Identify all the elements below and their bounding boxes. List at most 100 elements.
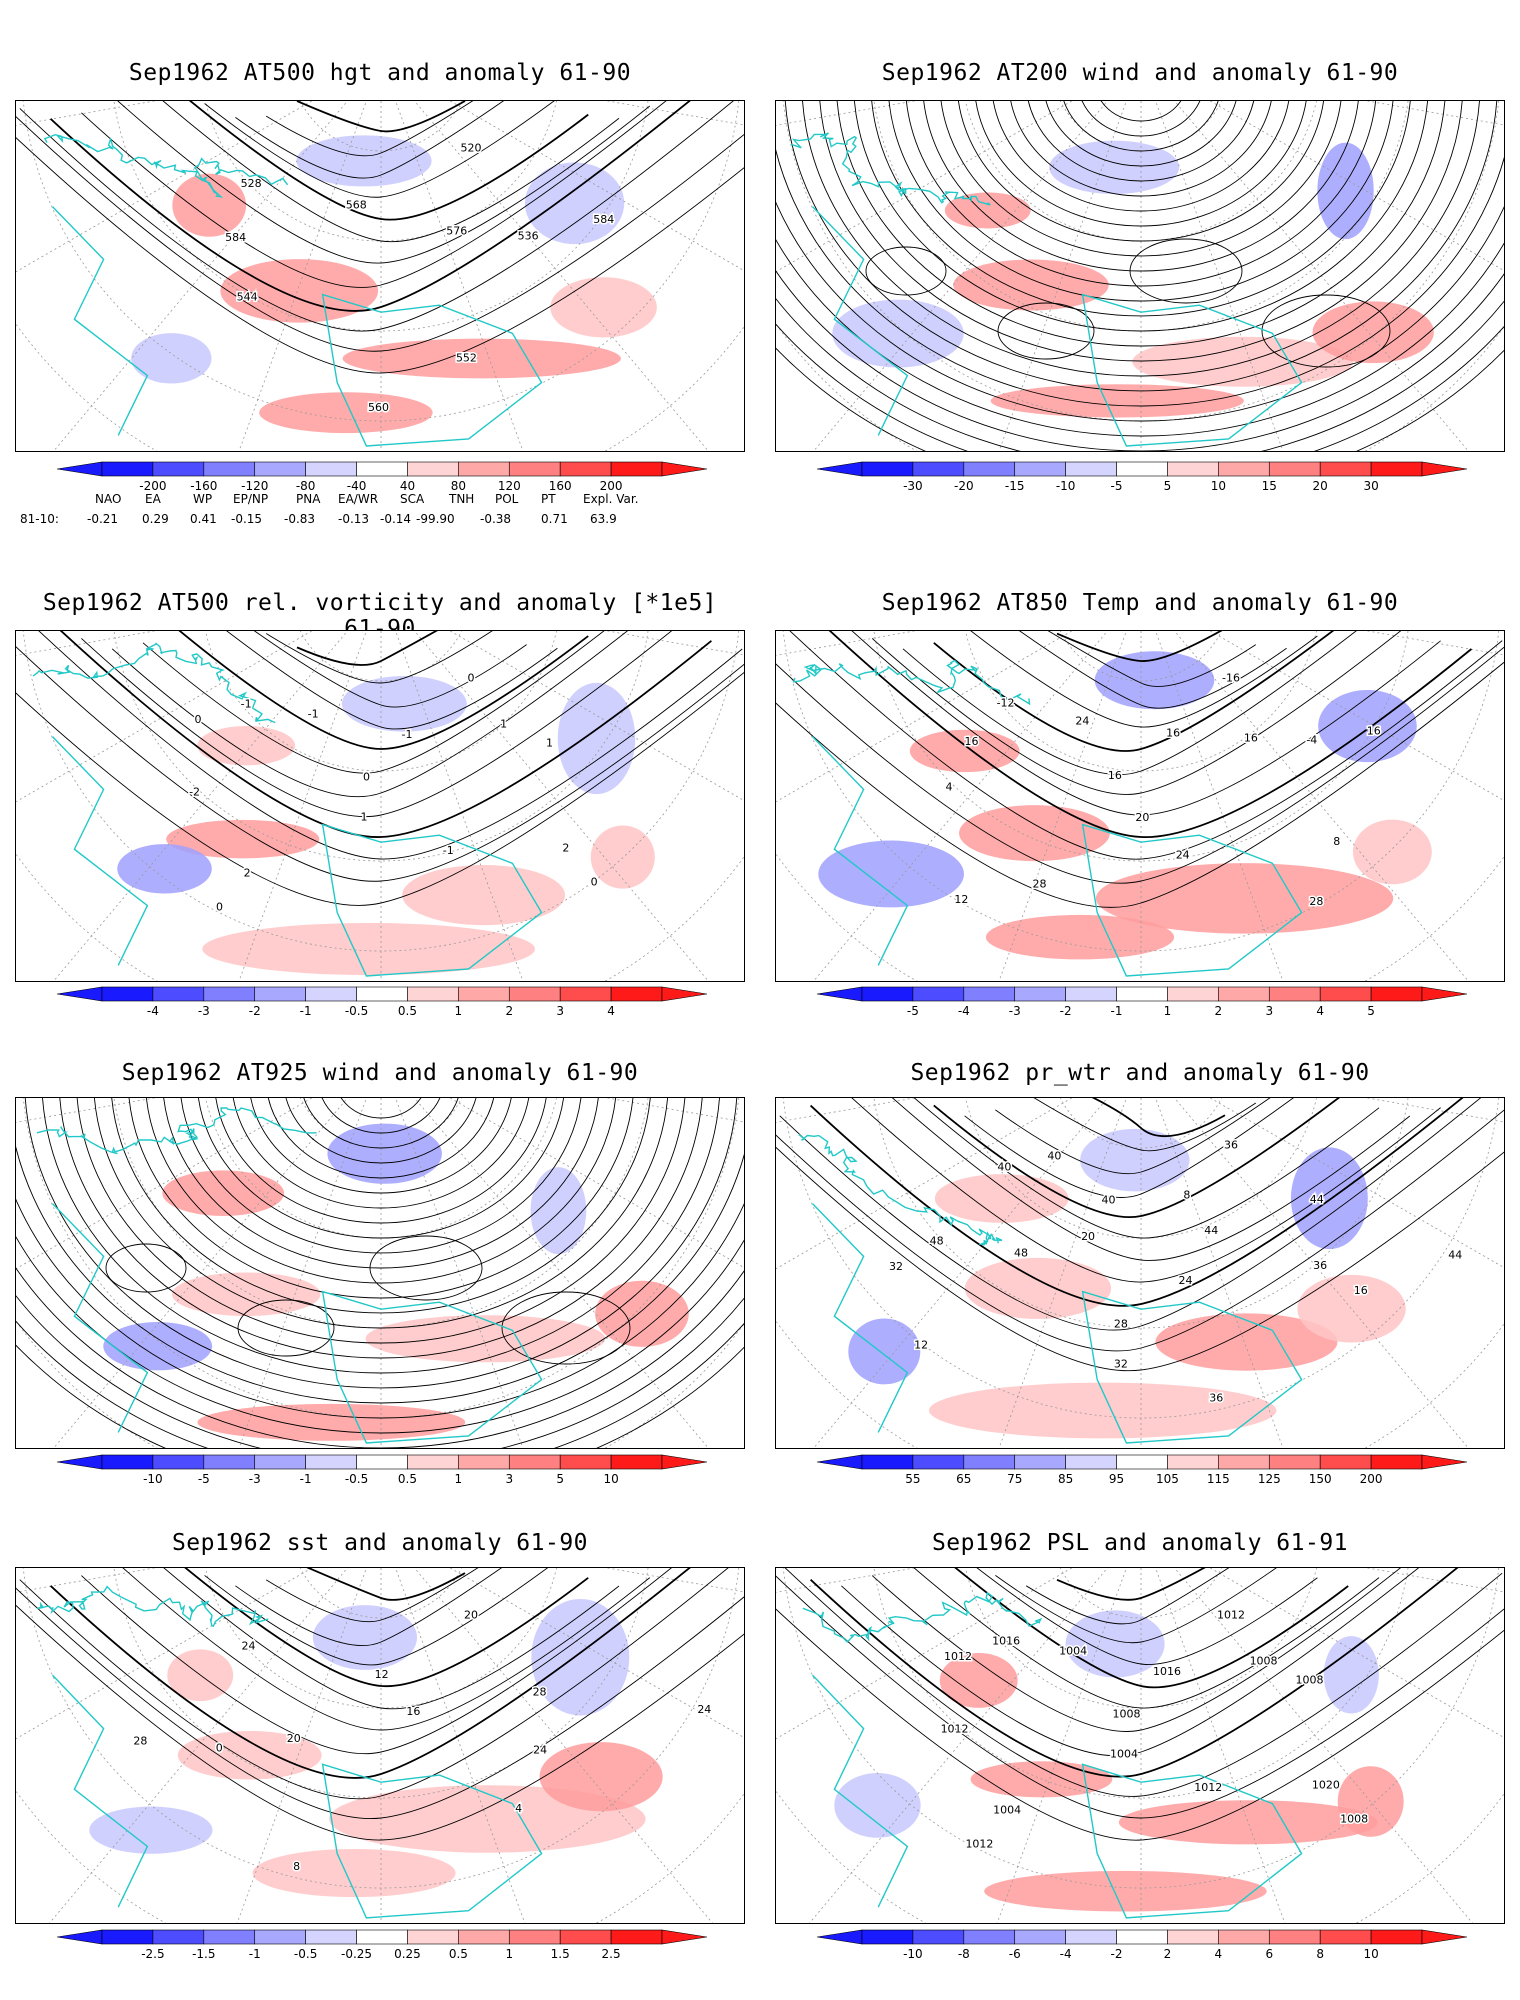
streamline bbox=[237, 1299, 335, 1357]
colorbar-segment bbox=[912, 1454, 965, 1470]
colorbar-segment bbox=[305, 986, 357, 1002]
meridian-line bbox=[1365, 1568, 1504, 1593]
contour-label: 0 bbox=[363, 770, 370, 783]
contour-label: 28 bbox=[533, 1685, 547, 1698]
contour-label: 28 bbox=[133, 1735, 147, 1748]
coastline bbox=[1081, 1290, 1303, 1444]
meridian-line bbox=[238, 631, 367, 981]
contour-line bbox=[16, 671, 744, 906]
streamline bbox=[888, 101, 1394, 302]
contour-label: 8 bbox=[1333, 835, 1340, 848]
panel-hgt500: Sep1962 AT500 hgt and anomaly 61-90 520 5… bbox=[15, 60, 745, 540]
contour-label: 44 bbox=[1310, 1193, 1324, 1206]
anomaly-shading bbox=[89, 1806, 213, 1854]
colorbar-label: 0.5 bbox=[398, 1472, 417, 1486]
colorbar-segment bbox=[559, 461, 612, 477]
contour-line bbox=[913, 1568, 1380, 1709]
contour-line bbox=[891, 1098, 1411, 1261]
contour-line bbox=[828, 631, 1472, 838]
colorbar-label: -1 bbox=[1111, 1004, 1123, 1018]
colorbar: -30 -20 -15 -10 -5 5 10 15 20 30 bbox=[816, 461, 1468, 493]
streamline bbox=[180, 1098, 582, 1254]
colorbar-segment bbox=[1370, 461, 1423, 477]
colorbar-label: -4 bbox=[958, 1004, 970, 1018]
map-layer: -16 -12 -4 4 8 12 16 16 20 24 28 28 24 16 16 16 bbox=[776, 631, 1504, 981]
index-header: PNA bbox=[296, 492, 321, 506]
colorbar-segment bbox=[1268, 1454, 1321, 1470]
anomaly-shading bbox=[177, 1730, 322, 1780]
colorbar-segment bbox=[101, 461, 154, 477]
streamline bbox=[940, 101, 1342, 257]
streamline bbox=[923, 101, 1359, 272]
index-header: PT bbox=[541, 492, 556, 506]
colorbar-segment bbox=[407, 461, 459, 477]
map-area bbox=[15, 1097, 745, 1449]
colorbar-segment bbox=[508, 1454, 561, 1470]
anomaly-shading bbox=[531, 1598, 630, 1716]
contour-label: 32 bbox=[889, 1260, 903, 1273]
colorbar-label: -30 bbox=[903, 479, 923, 493]
colorbar-segment bbox=[1319, 1454, 1372, 1470]
contour-label: -1 bbox=[402, 728, 413, 741]
colorbar-label: 20 bbox=[1313, 479, 1328, 493]
contour-line bbox=[122, 1568, 651, 1731]
panel-title: Sep1962 AT500 rel. vorticity and anomaly… bbox=[42, 590, 718, 642]
streamline bbox=[1010, 101, 1272, 197]
colorbar-segment bbox=[1167, 986, 1219, 1002]
contour-label: 1012 bbox=[1217, 1608, 1245, 1621]
meridian-line bbox=[414, 631, 709, 981]
colorbar-label: 40 bbox=[400, 479, 415, 493]
colorbar-segment bbox=[1116, 461, 1168, 477]
anomaly-shading bbox=[202, 922, 535, 976]
colorbar-segment bbox=[1319, 986, 1372, 1002]
streamline bbox=[94, 1098, 668, 1329]
colorbar-label: -20 bbox=[954, 479, 974, 493]
colorbar-segment bbox=[1167, 1929, 1219, 1945]
contour-label: 24 bbox=[533, 1743, 547, 1756]
contour-label: 520 bbox=[460, 141, 481, 154]
streamline bbox=[1045, 101, 1237, 167]
colorbar-segment bbox=[101, 986, 154, 1002]
contour-line bbox=[163, 1568, 620, 1710]
streamline bbox=[958, 101, 1324, 242]
colorbar-segment bbox=[101, 1454, 154, 1470]
colorbar-label: -1 bbox=[249, 1947, 261, 1961]
contour-line bbox=[902, 631, 1357, 775]
coastline bbox=[811, 1674, 909, 1908]
index-value: 63.9 bbox=[590, 512, 617, 526]
colorbar-segment bbox=[816, 1454, 863, 1470]
meridian-line bbox=[238, 101, 367, 451]
contour-line bbox=[779, 1098, 1482, 1331]
colorbar-segment bbox=[305, 1454, 357, 1470]
contour-label: -1 bbox=[443, 844, 454, 857]
coastline bbox=[37, 1585, 269, 1628]
colorbar-label: -5 bbox=[1111, 479, 1123, 493]
index-value: -0.14 bbox=[380, 512, 412, 526]
meridian-line bbox=[1365, 1098, 1504, 1123]
contour-label: 568 bbox=[346, 198, 367, 211]
contour-label: 40 bbox=[1102, 1193, 1116, 1206]
anomaly-shading bbox=[524, 162, 625, 245]
colorbar-segment bbox=[1421, 1454, 1468, 1470]
colorbar-segment bbox=[1421, 1929, 1468, 1945]
contour-label: 12 bbox=[954, 893, 968, 906]
contour-label: -16 bbox=[1222, 671, 1240, 684]
colorbar-segment bbox=[407, 1929, 459, 1945]
contour-label: 584 bbox=[593, 213, 614, 226]
contour-label: -1 bbox=[241, 698, 252, 711]
streamline bbox=[321, 1098, 441, 1134]
colorbar-label: -0.25 bbox=[341, 1947, 372, 1961]
coastline bbox=[1081, 1763, 1303, 1919]
contour-label: 28 bbox=[1114, 1317, 1128, 1330]
streamline bbox=[111, 1098, 651, 1314]
anomaly-shading bbox=[818, 840, 964, 908]
streamline bbox=[1129, 238, 1243, 304]
coastline bbox=[51, 1674, 149, 1908]
colorbar-label: 5 bbox=[556, 1472, 564, 1486]
colorbar-segment bbox=[508, 461, 561, 477]
contour-line bbox=[1019, 631, 1287, 709]
anomaly-shading bbox=[909, 729, 1020, 773]
map-layer: 36 40 44 48 16 12 8 20 24 28 32 36 40 44 48 36 32 44 40 bbox=[776, 1098, 1504, 1448]
colorbar-label: 1 bbox=[1164, 1004, 1172, 1018]
contour-line bbox=[776, 1146, 1504, 1372]
